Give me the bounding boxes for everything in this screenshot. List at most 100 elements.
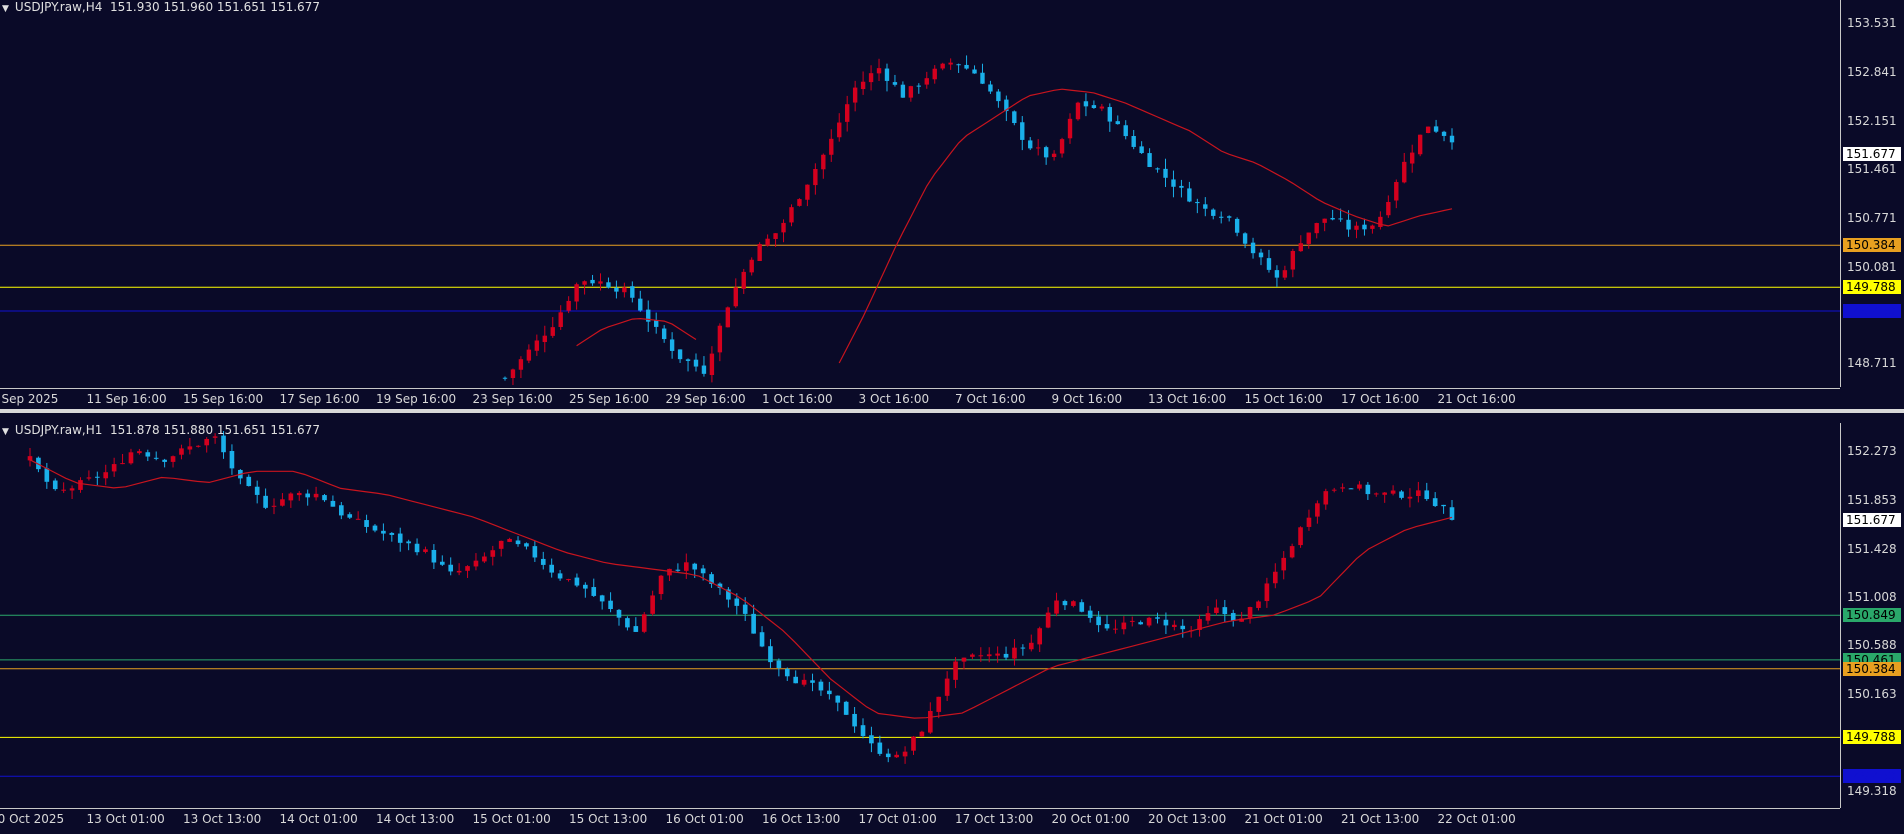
time-axis-label: 13 Oct 16:00	[1148, 392, 1227, 406]
candle-bear	[877, 742, 883, 754]
candle-bull	[1290, 250, 1296, 270]
candle-bull	[894, 754, 899, 758]
candle-bear	[1131, 135, 1136, 147]
candle-bear	[52, 480, 58, 490]
candle-bull	[1322, 218, 1327, 223]
price-tick-label: 150.163	[1847, 687, 1897, 702]
pane-splitter[interactable]	[0, 409, 1904, 413]
candle-bull	[1121, 622, 1127, 630]
h4-chart-canvas[interactable]	[0, 0, 1840, 387]
candle-bull	[1239, 618, 1244, 622]
h1-chart-canvas[interactable]	[0, 423, 1840, 808]
candle-bull	[518, 359, 524, 370]
candle-bull	[288, 493, 294, 501]
candle-bull	[932, 68, 937, 80]
h1-time-axis[interactable]: 10 Oct 2025 13 Oct 01:00 13 Oct 13:00 14 Oc…	[0, 808, 1840, 829]
candle-bear	[1250, 242, 1256, 254]
time-axis-label: 17 Oct 16:00	[1341, 392, 1420, 406]
candle-bull	[1407, 496, 1413, 499]
candle-bear	[590, 279, 595, 284]
candle-bear	[431, 549, 437, 563]
candle-bear	[372, 525, 378, 531]
h1-chart-header: ▼ USDJPY.raw,H1 151.878 151.880 151.651 1…	[2, 423, 320, 437]
candle-bear	[1219, 216, 1224, 218]
candle-bear	[759, 632, 765, 647]
h4-price-scale[interactable]: 153.531 152.841 152.151 151.461 150.771 150.0…	[1840, 0, 1904, 387]
candle-bull	[78, 480, 83, 490]
time-axis-label: 16 Oct 01:00	[665, 812, 744, 826]
candle-bull	[280, 499, 285, 506]
candle-bear	[44, 468, 50, 482]
candle-bull	[1373, 493, 1379, 495]
candle-bear	[1399, 491, 1404, 498]
candle-bear	[751, 613, 756, 634]
candle-bull	[789, 207, 794, 223]
candle-bear	[717, 583, 723, 588]
h1-price-scale[interactable]: 152.273 151.853 151.428 151.008 150.588 150.1…	[1840, 423, 1904, 808]
time-axis-label: 20 Oct 01:00	[1051, 812, 1130, 826]
candle-bear	[1222, 607, 1228, 615]
candle-bull	[566, 300, 571, 311]
candle-bear	[818, 681, 824, 691]
level-price-tag[interactable]: 149.450	[1843, 769, 1901, 784]
candle-bull	[355, 518, 361, 520]
h1-symbol-label: USDJPY.raw,H1	[14, 423, 103, 437]
candle-bull	[1051, 153, 1057, 157]
candle-bear	[892, 82, 898, 85]
candle-bear	[1096, 616, 1101, 626]
candle-bear	[1258, 252, 1264, 258]
h4-time-axis[interactable]: 9 Sep 2025 11 Sep 16:00 15 Sep 16:00 17 Sep…	[0, 388, 1840, 409]
candle-bear	[646, 309, 651, 322]
time-axis-label: 7 Oct 16:00	[955, 392, 1026, 406]
candle-bear	[524, 543, 529, 547]
candle-bear	[1107, 107, 1112, 122]
price-tick-label: 153.531	[1847, 16, 1897, 31]
collapse-triangle-icon[interactable]: ▼	[2, 4, 9, 14]
current-price-tag: 151.677	[1843, 147, 1901, 162]
candle-bear	[1079, 602, 1085, 612]
time-axis-label: 14 Oct 01:00	[279, 812, 358, 826]
time-axis-label: 25 Sep 16:00	[569, 392, 650, 406]
candle-bull	[1075, 102, 1081, 120]
candle-bull	[1298, 527, 1303, 546]
time-axis-label: 9 Sep 2025	[0, 392, 59, 406]
candle-bear	[630, 286, 635, 298]
candle-bear	[860, 725, 866, 737]
candle-bear	[661, 328, 667, 340]
h4-chart-pane[interactable]: ▼ USDJPY.raw,H4 151.930 151.960 151.651 1…	[0, 0, 1840, 387]
pane-gap	[0, 413, 1904, 423]
candle-bull	[1306, 517, 1312, 527]
level-price-tag[interactable]: 149.450	[1843, 304, 1901, 318]
candle-bear	[1012, 111, 1017, 124]
candle-bull	[1331, 489, 1337, 491]
level-price-tag[interactable]: 149.788	[1843, 730, 1901, 745]
candle-bear	[700, 568, 706, 574]
time-axis-label: 19 Sep 16:00	[376, 392, 457, 406]
candle-bull	[1306, 232, 1311, 244]
candle-bear	[980, 72, 985, 84]
candle-bear	[614, 287, 619, 292]
candle-bull	[801, 679, 807, 685]
candle-bull	[622, 287, 627, 293]
candle-bull	[953, 661, 958, 680]
candle-bear	[305, 493, 310, 498]
level-price-tag[interactable]: 150.384	[1843, 661, 1901, 676]
h1-chart-pane[interactable]: ▼ USDJPY.raw,H1 151.878 151.880 151.651 1…	[0, 423, 1840, 808]
candle-bull	[1282, 270, 1288, 278]
level-price-tag[interactable]: 150.849	[1843, 608, 1901, 623]
candle-bear	[1424, 490, 1430, 500]
candle-bear	[608, 600, 613, 610]
price-tick-label: 151.008	[1847, 589, 1897, 604]
level-price-tag[interactable]: 149.788	[1843, 280, 1901, 295]
candle-bear	[1187, 188, 1192, 202]
candle-bull	[1354, 225, 1359, 230]
time-axis-label: 9 Oct 16:00	[1051, 392, 1123, 406]
price-tick-label: 151.461	[1847, 162, 1897, 177]
candle-bear	[246, 476, 252, 487]
collapse-triangle-icon[interactable]: ▼	[2, 427, 9, 437]
candle-bull	[1113, 628, 1118, 630]
level-price-tag[interactable]: 150.384	[1843, 238, 1901, 253]
candle-bull	[658, 575, 664, 595]
candle-bear	[742, 604, 748, 614]
candle-bear	[734, 598, 740, 606]
